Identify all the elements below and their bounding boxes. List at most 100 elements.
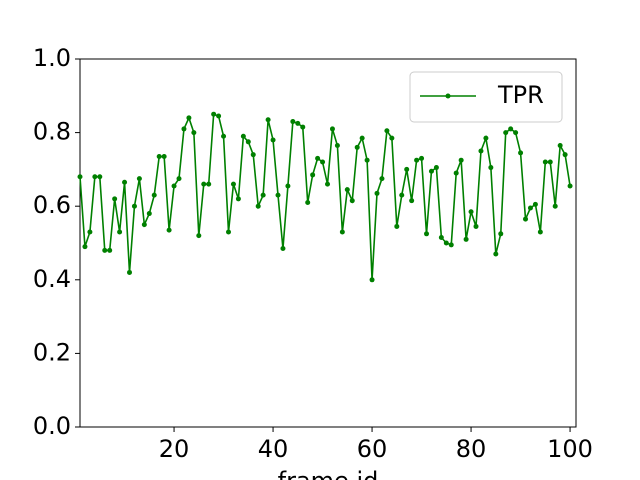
data-point [443,240,449,246]
data-point [280,246,286,252]
legend-marker [445,93,451,99]
y-tick-label: 1.0 [33,44,71,72]
data-point [265,117,271,123]
data-point [428,168,434,174]
data-point [354,144,360,150]
data-point [141,222,147,228]
data-point [458,157,464,163]
data-point [87,229,93,235]
data-point [131,203,137,209]
data-point [171,183,177,189]
x-tick-label: 80 [456,435,487,463]
data-point [488,165,494,171]
data-point [399,192,405,198]
data-point [206,181,212,187]
data-point [77,174,83,180]
data-point [542,159,548,165]
data-point [547,159,553,165]
legend-label: TPR [497,81,544,109]
data-point [127,269,133,275]
data-point [176,176,182,182]
data-point [349,198,355,204]
data-point [364,157,370,163]
data-point [419,155,425,161]
data-point [518,150,524,156]
data-point [255,203,261,209]
data-point [151,192,157,198]
data-point [92,174,98,180]
data-point [102,247,108,253]
data-point [250,152,256,158]
data-point [359,135,365,141]
data-point [483,135,489,141]
data-point [112,196,118,202]
data-point [181,126,187,132]
data-point [295,120,301,126]
data-point [275,192,281,198]
data-point [562,152,568,158]
data-point [107,247,113,253]
data-point [161,154,167,160]
data-point [305,200,311,206]
data-point [211,111,217,117]
data-point [235,196,241,202]
data-point [260,192,266,198]
plot-frame [79,58,577,428]
legend-box [409,71,563,123]
data-point [166,227,172,233]
data-point [379,176,385,182]
data-point [478,148,484,154]
data-point [186,115,192,121]
data-point [424,231,430,237]
data-point [463,236,469,242]
data-point [374,190,380,196]
data-point [493,251,499,257]
data-point [567,183,573,189]
data-point [503,130,509,136]
data-point [285,183,291,189]
data-point [216,113,222,119]
data-point [414,157,420,163]
data-point [532,201,538,207]
data-point [438,234,444,240]
data-point [146,211,152,217]
data-point [196,233,202,239]
data-point [117,229,123,235]
data-point [240,133,246,139]
data-point [122,179,128,185]
data-point [191,130,197,136]
data-point [537,229,543,235]
x-tick-label: 20 [159,435,190,463]
data-point [97,174,103,180]
data-point [473,223,479,229]
data-point [453,170,459,176]
data-point [82,244,88,250]
data-point [325,181,331,187]
data-point [557,142,563,148]
data-point [320,159,326,165]
x-axis-label: frame id [278,467,379,480]
data-point [508,126,514,132]
data-point [498,231,504,237]
data-point [226,229,232,235]
x-tick-label: 60 [357,435,388,463]
data-point [384,128,390,134]
data-point [344,187,350,193]
data-point [136,176,142,182]
data-point [315,155,321,161]
data-point [448,242,454,248]
y-tick-label: 0.8 [33,118,71,146]
data-point [339,229,345,235]
data-point [156,154,162,160]
data-point [552,203,558,209]
data-point [221,133,227,139]
y-tick-label: 0.0 [33,412,71,440]
data-point [433,165,439,171]
data-point [389,135,395,141]
data-point [527,205,533,211]
x-tick-label: 100 [547,435,593,463]
data-point [468,209,474,215]
x-tick-label: 40 [258,435,289,463]
data-point [394,223,400,229]
